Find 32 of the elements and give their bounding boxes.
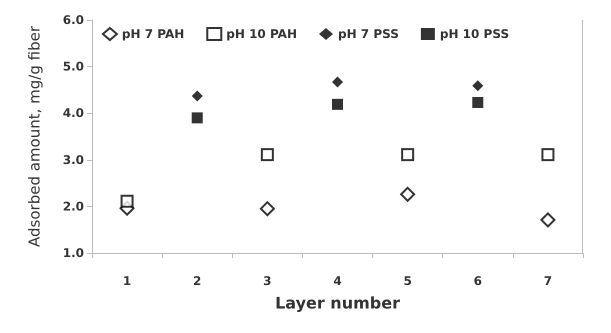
point: [192, 90, 203, 102]
y-tick-label: 5.0: [62, 60, 84, 74]
x-tick-label: 3: [263, 274, 272, 288]
point: [120, 194, 134, 208]
point: [192, 112, 203, 124]
y-tick-label: 4.0: [62, 106, 84, 120]
y-tick-label: 2.0: [62, 199, 84, 214]
x-tick-label: 5: [403, 274, 412, 288]
y-axis-title: Adsorbed amount, mg/g fiber: [26, 25, 44, 247]
point: [332, 98, 343, 110]
point: [260, 201, 275, 216]
point: [540, 212, 556, 228]
x-tick-label: 1: [122, 274, 132, 288]
x-tick-label: 4: [333, 274, 342, 288]
point: [472, 80, 484, 92]
y-tick-label: 3.0: [62, 152, 84, 167]
point: [541, 148, 554, 162]
legend-label: pH 7 PAH: [122, 27, 184, 41]
x-tick-label: 2: [193, 274, 202, 288]
x-tick-label: 7: [544, 274, 552, 288]
x-axis-title: Layer number: [275, 294, 400, 312]
y-tick-label: 1.0: [62, 246, 84, 260]
legend-label: pH 7 PSS: [338, 27, 399, 41]
point: [400, 186, 416, 202]
legend-label: pH 10 PAH: [226, 27, 297, 41]
legend-label: pH 10 PSS: [440, 27, 510, 41]
point: [260, 148, 274, 162]
y-tick-label: 6.0: [62, 13, 84, 27]
point: [472, 96, 484, 108]
point: [332, 76, 343, 88]
point: [401, 148, 414, 162]
x-tick-label: 6: [474, 274, 482, 288]
